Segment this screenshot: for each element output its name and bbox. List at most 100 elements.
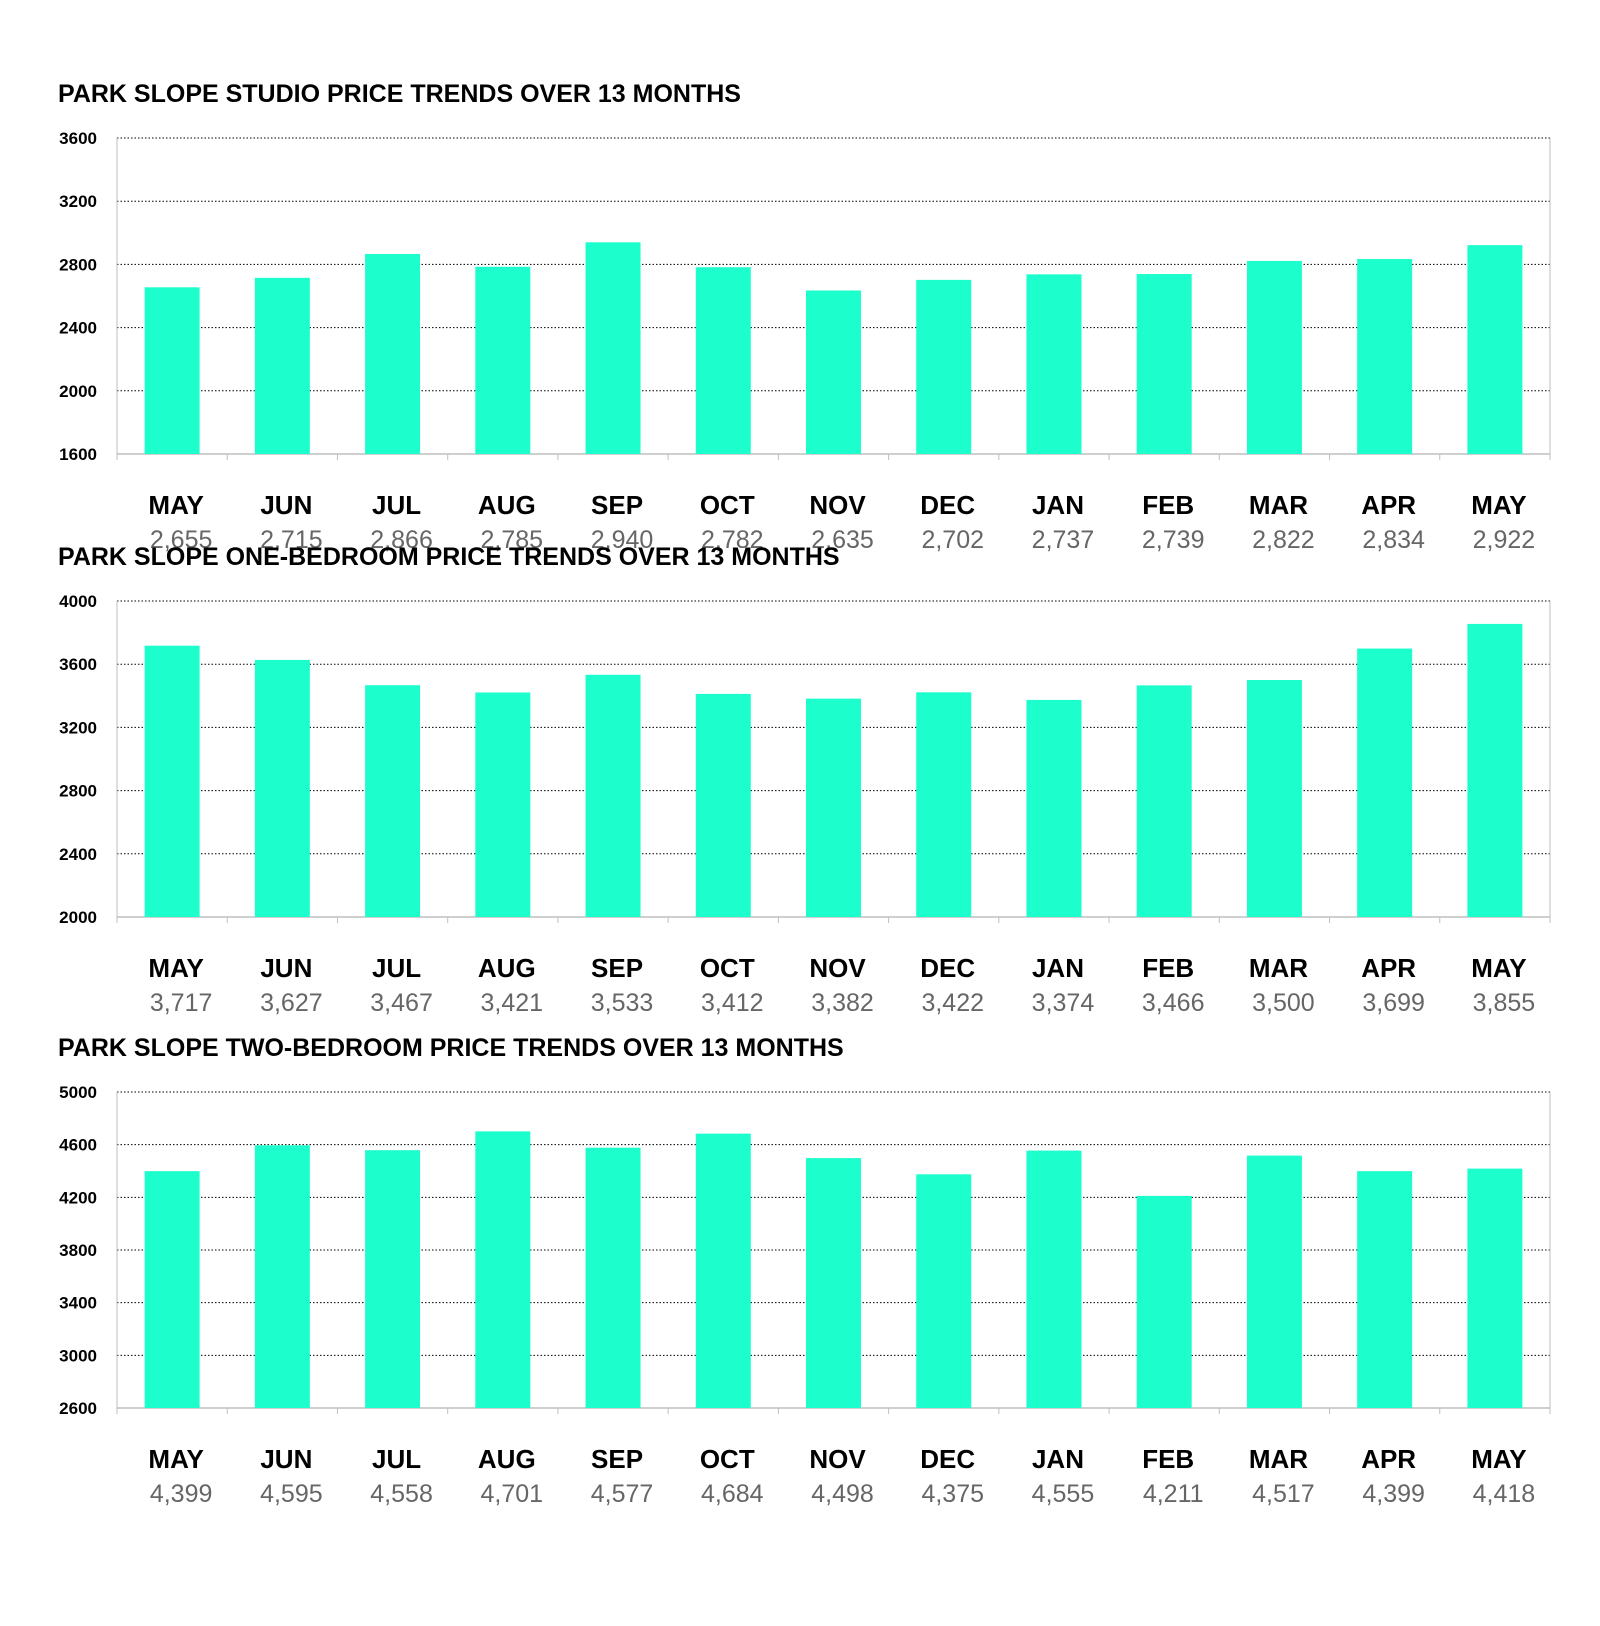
value-label: 3,466 <box>1142 989 1205 1017</box>
bar <box>916 692 972 917</box>
value-label: 4,595 <box>260 1480 323 1508</box>
category-label: FEB <box>1142 953 1194 983</box>
y-tick-label: 2000 <box>59 908 97 927</box>
category-label: APR <box>1361 953 1416 983</box>
bar <box>1357 1171 1413 1408</box>
value-label: 3,421 <box>481 989 544 1017</box>
value-label: 2,655 <box>150 526 213 554</box>
value-label: 2,866 <box>370 526 433 554</box>
value-label: 2,785 <box>481 526 544 554</box>
value-label: 2,715 <box>260 526 323 554</box>
category-label: APR <box>1361 490 1416 520</box>
category-label: FEB <box>1142 490 1194 520</box>
bar <box>475 692 531 917</box>
y-tick-label: 3400 <box>59 1294 97 1313</box>
y-tick-label: 2400 <box>59 319 97 338</box>
value-label: 3,412 <box>701 989 764 1017</box>
y-tick-label: 2800 <box>59 782 97 801</box>
bar <box>585 1147 641 1408</box>
studio-chart-title: PARK SLOPE STUDIO PRICE TRENDS OVER 13 M… <box>58 80 741 108</box>
category-label: MAR <box>1249 490 1308 520</box>
value-label: 4,399 <box>1362 1480 1425 1508</box>
category-label: JAN <box>1032 490 1084 520</box>
value-label: 4,558 <box>370 1480 433 1508</box>
value-label: 4,399 <box>150 1480 213 1508</box>
value-label: 3,699 <box>1362 989 1425 1017</box>
value-label: 3,855 <box>1473 989 1536 1017</box>
y-tick-label: 5000 <box>59 1083 97 1102</box>
value-label: 4,555 <box>1032 1480 1095 1508</box>
studio-chart: PARK SLOPE STUDIO PRICE TRENDS OVER 13 M… <box>0 80 1600 580</box>
category-label: JUL <box>372 490 421 520</box>
y-tick-label: 3800 <box>59 1241 97 1260</box>
category-label: JUN <box>260 953 312 983</box>
category-label: NOV <box>809 490 866 520</box>
y-tick-label: 3600 <box>59 129 97 148</box>
y-tick-label: 3600 <box>59 655 97 674</box>
value-label: 2,737 <box>1032 526 1095 554</box>
bar <box>1026 274 1082 454</box>
category-label: JUL <box>372 1444 421 1474</box>
value-label: 2,822 <box>1252 526 1315 554</box>
y-tick-label: 4200 <box>59 1188 97 1207</box>
value-label: 4,577 <box>591 1480 654 1508</box>
studio-chart-plot: 1600 2000 2400 2800 3200 3600 MAY 2,655 JUN 2,715… <box>59 129 1551 554</box>
value-label: 4,498 <box>811 1480 874 1508</box>
value-label: 4,211 <box>1143 1480 1204 1508</box>
bar <box>916 279 972 454</box>
bar <box>1357 648 1413 917</box>
one-bedroom-chart-plot: 2000 2400 2800 3200 3600 4000 MAY 3,717 JUN 3,627… <box>59 592 1551 1017</box>
value-label: 2,635 <box>811 526 874 554</box>
category-label: MAY <box>1471 1444 1526 1474</box>
bar <box>1136 685 1192 917</box>
bar <box>1246 680 1302 917</box>
category-label: AUG <box>478 1444 536 1474</box>
y-tick-label: 4000 <box>59 592 97 611</box>
value-label: 2,782 <box>701 526 764 554</box>
y-tick-label: 3200 <box>59 192 97 211</box>
value-label: 2,834 <box>1362 526 1425 554</box>
two-bedroom-chart-title: PARK SLOPE TWO-BEDROOM PRICE TRENDS OVER… <box>58 1034 844 1062</box>
bar <box>254 1145 310 1408</box>
value-label: 3,467 <box>370 989 433 1017</box>
category-label: MAY <box>1471 953 1526 983</box>
value-label: 4,375 <box>921 1480 984 1508</box>
category-label: AUG <box>478 490 536 520</box>
y-tick-label: 2000 <box>59 382 97 401</box>
bar <box>144 1171 200 1408</box>
bar <box>806 698 861 917</box>
category-label: JAN <box>1032 1444 1084 1474</box>
category-label: OCT <box>700 1444 755 1474</box>
bar <box>1467 245 1523 454</box>
bar <box>1026 699 1082 917</box>
category-label: JUN <box>260 1444 312 1474</box>
y-tick-label: 2600 <box>59 1399 97 1418</box>
category-label: JAN <box>1032 953 1084 983</box>
bar <box>1136 274 1192 454</box>
bar <box>365 253 421 454</box>
bar <box>1026 1150 1082 1408</box>
bar <box>1467 623 1523 917</box>
category-label: JUN <box>260 490 312 520</box>
category-label: MAY <box>148 953 203 983</box>
bar <box>144 645 200 917</box>
category-label: AUG <box>478 953 536 983</box>
value-label: 4,517 <box>1252 1480 1315 1508</box>
category-label: SEP <box>591 1444 643 1474</box>
y-tick-label: 1600 <box>59 445 97 464</box>
bar <box>695 1133 751 1408</box>
category-label: FEB <box>1142 1444 1194 1474</box>
value-label: 3,717 <box>150 989 213 1017</box>
category-label: MAR <box>1249 953 1308 983</box>
value-label: 3,382 <box>811 989 874 1017</box>
value-label: 4,684 <box>701 1480 764 1508</box>
bar <box>695 267 751 454</box>
value-label: 4,418 <box>1473 1480 1536 1508</box>
category-label: MAR <box>1249 1444 1308 1474</box>
category-label: SEP <box>591 953 643 983</box>
category-label: NOV <box>809 1444 866 1474</box>
bar <box>254 659 310 917</box>
value-label: 2,922 <box>1473 526 1536 554</box>
category-label: JUL <box>372 953 421 983</box>
bar <box>1246 260 1302 454</box>
